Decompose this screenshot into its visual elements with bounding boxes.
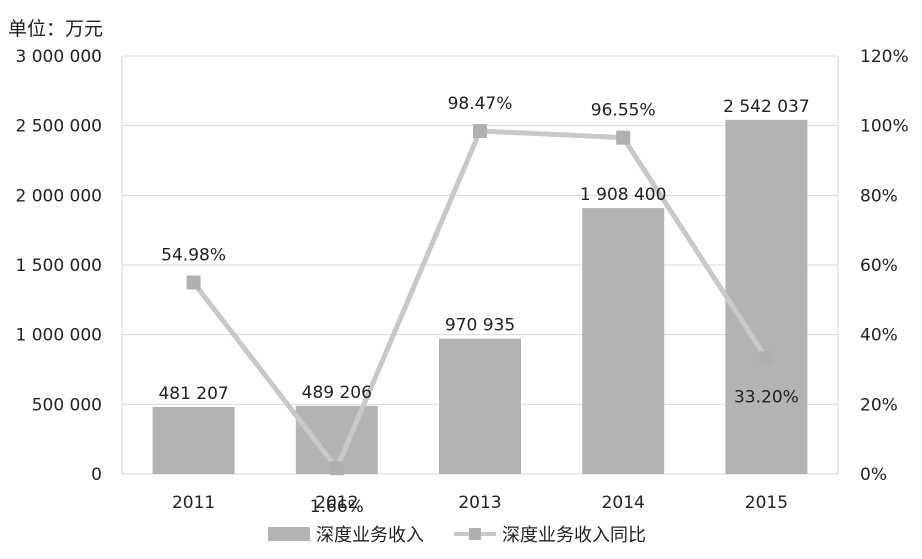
x-tick-label: 2011: [172, 493, 215, 513]
data-labels: 481 207 489 206 970 935 1 908 400 2 542 037 5…: [158, 94, 809, 517]
left-tick-label: 500 000: [32, 395, 102, 415]
legend-item-line: 深度业务收入同比: [454, 521, 646, 547]
x-tick-label: 2013: [458, 493, 501, 513]
legend-item-bar: 深度业务收入: [268, 521, 424, 547]
bar: [725, 119, 808, 474]
x-tick-label: 2012: [315, 493, 358, 513]
legend-bar-label: 深度业务收入: [316, 525, 424, 546]
line-marker: [616, 130, 631, 145]
bar-data-label: 489 206: [302, 383, 372, 403]
bar: [152, 406, 235, 474]
line-series: [186, 123, 774, 476]
left-tick-label: 1 000 000: [15, 326, 102, 346]
x-tick-label: 2014: [602, 493, 645, 513]
line-marker: [329, 461, 344, 476]
left-tick-label: 3 000 000: [15, 47, 102, 67]
right-tick-label: 0%: [860, 465, 887, 485]
right-axis-ticks: 0% 20% 40% 60% 80% 100% 120%: [860, 47, 909, 485]
combo-chart: 0 500 000 1 000 000 1 500 000 2 000 000 2 500…: [15, 47, 909, 517]
left-tick-label: 2 500 000: [15, 117, 102, 137]
right-tick-label: 120%: [860, 47, 909, 67]
right-tick-label: 80%: [860, 186, 898, 206]
line-marker: [186, 275, 201, 290]
bar-data-label: 970 935: [445, 316, 515, 336]
bar-data-label: 1 908 400: [580, 185, 667, 205]
line-data-label: 96.55%: [591, 101, 656, 121]
line-marker: [759, 351, 774, 366]
right-tick-label: 20%: [860, 395, 898, 415]
x-axis-ticks: 2011 2012 2013 2014 2015: [172, 493, 788, 513]
line-data-label: 54.98%: [161, 245, 226, 265]
line-data-label: 1.66%: [310, 497, 364, 517]
left-axis-ticks: 0 500 000 1 000 000 1 500 000 2 000 000 2 500…: [15, 47, 102, 485]
x-tick-label: 2015: [745, 493, 788, 513]
legend: 深度业务收入 深度业务收入同比: [268, 521, 676, 547]
legend-bar-swatch: [268, 527, 310, 541]
right-tick-label: 60%: [860, 256, 898, 276]
bar-series: [152, 119, 808, 475]
legend-line-label: 深度业务收入同比: [502, 525, 646, 546]
unit-label: 单位：万元: [8, 18, 104, 40]
left-tick-label: 0: [91, 465, 102, 485]
legend-line-swatch: [454, 527, 496, 541]
left-tick-label: 2 000 000: [15, 186, 102, 206]
right-tick-label: 100%: [860, 117, 909, 137]
bar-data-label: 2 542 037: [723, 97, 810, 117]
right-tick-label: 40%: [860, 326, 898, 346]
line-marker: [473, 123, 487, 138]
left-tick-label: 1 500 000: [15, 256, 102, 276]
line-data-label: 33.20%: [734, 387, 799, 407]
bar: [582, 208, 665, 475]
line-data-label: 98.47%: [448, 94, 513, 114]
bar: [439, 338, 521, 474]
bar-data-label: 481 207: [158, 384, 228, 404]
